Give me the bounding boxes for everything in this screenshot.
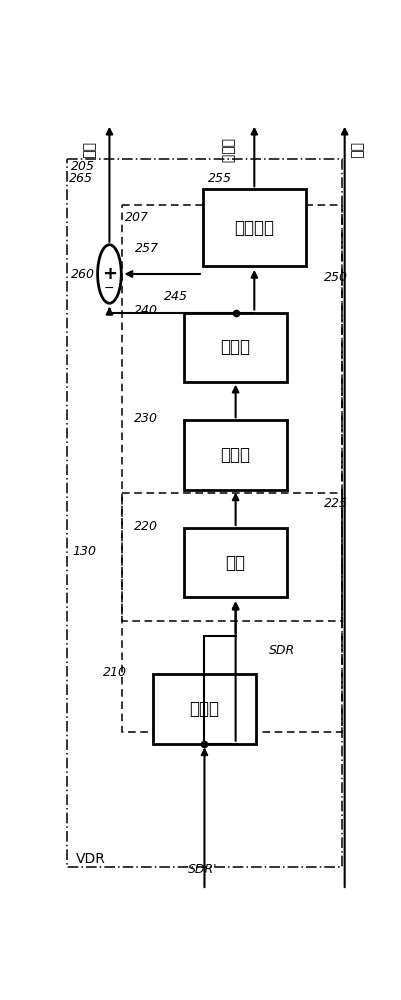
Text: 210: 210 — [102, 666, 126, 679]
Text: 解压缩: 解压缩 — [220, 446, 250, 464]
Text: 260: 260 — [70, 267, 94, 280]
Text: 230: 230 — [134, 412, 157, 425]
Circle shape — [97, 245, 121, 303]
Text: 预测算子: 预测算子 — [234, 219, 273, 237]
Text: +: + — [102, 265, 117, 283]
Text: 压缩: 压缩 — [225, 554, 245, 572]
Text: 225: 225 — [323, 497, 347, 510]
Bar — [184, 312, 286, 382]
Bar — [67, 158, 341, 867]
Text: 残余: 残余 — [81, 142, 95, 159]
Text: SDR': SDR' — [188, 863, 217, 876]
Text: SDR: SDR — [269, 644, 295, 657]
Text: 基层: 基层 — [348, 142, 363, 159]
Text: 265: 265 — [69, 172, 93, 185]
Text: 220: 220 — [134, 520, 157, 533]
Bar — [184, 528, 286, 597]
Text: 240: 240 — [134, 304, 157, 317]
Text: 257: 257 — [134, 242, 158, 255]
Bar — [184, 420, 286, 490]
Text: −: − — [104, 282, 114, 295]
Text: 205: 205 — [71, 160, 95, 173]
Text: VDR: VDR — [76, 852, 105, 866]
Text: 255: 255 — [208, 172, 231, 185]
Bar — [203, 189, 305, 266]
Bar — [122, 205, 341, 732]
Text: 元数据: 元数据 — [219, 138, 233, 163]
Text: 245: 245 — [164, 290, 188, 303]
Text: 207: 207 — [125, 211, 149, 224]
Bar — [122, 493, 341, 620]
Text: 130: 130 — [72, 545, 96, 558]
Text: 正变换: 正变换 — [189, 700, 219, 718]
Text: 250: 250 — [323, 271, 347, 284]
Bar — [153, 674, 255, 744]
Text: 逆变换: 逆变换 — [220, 338, 250, 356]
